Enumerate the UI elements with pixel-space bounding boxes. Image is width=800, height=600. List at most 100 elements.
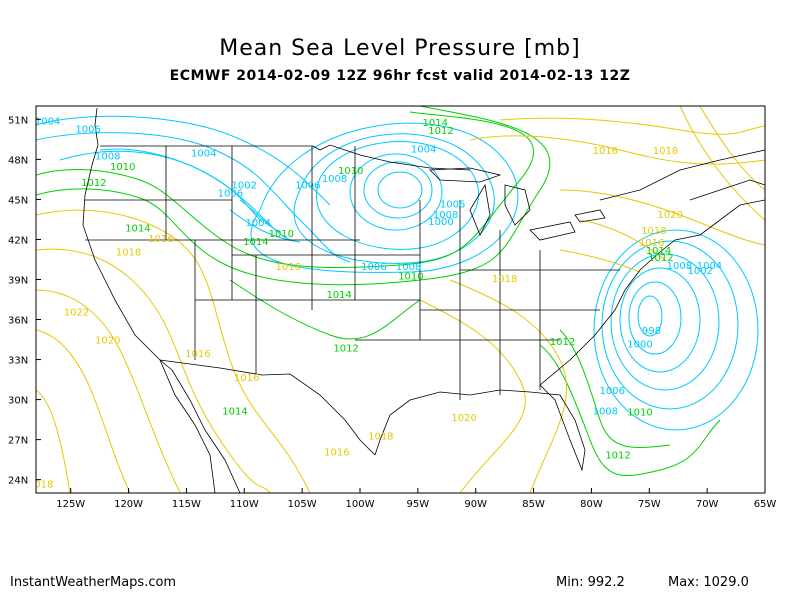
- lon-label: 65W: [754, 499, 777, 510]
- max-value: Max: 1029.0: [668, 575, 749, 590]
- lon-label: 115W: [172, 499, 201, 510]
- contour-label: 1006: [600, 386, 625, 397]
- lat-label: 24N: [8, 476, 28, 487]
- lat-label: 33N: [8, 356, 28, 367]
- contour-label: 1008: [95, 151, 120, 162]
- contour-label: 1016: [639, 238, 664, 249]
- lat-label: 45N: [8, 195, 28, 206]
- contour-label: 1010: [627, 408, 652, 419]
- contour-label: 1014: [646, 246, 671, 257]
- lat-label: 51N: [8, 115, 28, 126]
- baja: [159, 359, 216, 493]
- mexico-coast: [171, 369, 241, 493]
- contour-label: 1016: [148, 234, 173, 245]
- lon-label: 85W: [522, 499, 545, 510]
- contour-label: 1014: [243, 237, 268, 248]
- contour-label: 1002: [232, 181, 257, 192]
- contour-label: 1008: [593, 406, 618, 417]
- gulf-coast: [374, 384, 586, 472]
- contour-label: 1018: [116, 247, 141, 258]
- northwest-low-contours: [36, 115, 351, 263]
- contour-label: 1010: [110, 162, 135, 173]
- credit-text: InstantWeatherMaps.com: [10, 575, 177, 590]
- contour-label: 1010: [269, 229, 294, 240]
- contour-label: 1004: [191, 149, 216, 160]
- mid-contours: [36, 106, 721, 476]
- contour-label: 1012: [550, 337, 575, 348]
- lon-label: 70W: [696, 499, 719, 510]
- contour-label: 1004: [411, 145, 436, 156]
- contour-label: 1018: [641, 226, 666, 237]
- contour-label: 1004: [245, 218, 270, 229]
- contour-label: 1020: [451, 413, 476, 424]
- lat-label: 30N: [8, 396, 28, 407]
- contour-label: 1018: [653, 146, 678, 157]
- contour-label: 1014: [326, 290, 351, 301]
- contour-label: 1016: [276, 262, 301, 273]
- lat-label: 42N: [8, 235, 28, 246]
- lon-label: 120W: [114, 499, 143, 510]
- contour-label: 1016: [324, 448, 349, 459]
- contour-label: 998: [642, 326, 661, 337]
- contour-label: 1020: [95, 336, 120, 347]
- map-title: Mean Sea Level Pressure [mb]: [219, 36, 581, 61]
- contour-label: 1006: [440, 199, 465, 210]
- west-coast: [82, 107, 173, 371]
- contour-label: 1016: [234, 373, 259, 384]
- contour-label: 1008: [396, 262, 421, 273]
- contour-label: 1004: [697, 261, 722, 272]
- us-canada-border: [100, 144, 471, 171]
- contour-label: 1014: [422, 118, 447, 129]
- contour-label: 1012: [428, 126, 453, 137]
- contour-label: 1012: [648, 253, 673, 264]
- contour-label: 1022: [64, 308, 89, 319]
- contour-label: 1006: [218, 189, 243, 200]
- contour-label: 1006: [361, 262, 386, 273]
- east-coast: [539, 199, 765, 386]
- contour-label: 1008: [433, 210, 458, 221]
- contour-label: 1006: [295, 181, 320, 192]
- contour-label: 1012: [605, 450, 630, 461]
- contour-label: 1018: [368, 432, 393, 443]
- atlantic-low-contours: [593, 229, 759, 431]
- contour-label: 1006: [75, 125, 100, 136]
- lon-label: 90W: [464, 499, 487, 510]
- great-lakes-outline: [429, 167, 606, 241]
- contour-label: 1010: [398, 271, 423, 282]
- contour-label: 1016: [593, 146, 618, 157]
- contour-label: 1002: [687, 266, 712, 277]
- lat-label: 39N: [8, 275, 28, 286]
- lon-label: 100W: [346, 499, 375, 510]
- contour-label: 1018: [28, 480, 53, 491]
- contour-label: 1004: [35, 117, 60, 128]
- contour-label: 1016: [185, 349, 210, 360]
- contour-label: 1008: [322, 174, 347, 185]
- canada-east: [599, 149, 765, 201]
- contour-label: 1000: [428, 217, 453, 228]
- map-frame: [35, 105, 766, 494]
- contour-label: 1020: [657, 210, 682, 221]
- contour-label: 1008: [667, 261, 692, 272]
- lon-label: 75W: [638, 499, 661, 510]
- lat-label: 36N: [8, 316, 28, 327]
- contour-label: 1010: [338, 166, 363, 177]
- lon-label: 80W: [580, 499, 603, 510]
- map-background: [36, 106, 765, 493]
- map-subtitle: ECMWF 2014-02-09 12Z 96hr fcst valid 201…: [169, 68, 631, 84]
- lon-label: 110W: [230, 499, 259, 510]
- lat-label: 48N: [8, 155, 28, 166]
- contour-label: 1014: [125, 223, 150, 234]
- contour-label: 1012: [333, 344, 358, 355]
- lon-label: 105W: [288, 499, 317, 510]
- state-borders: [85, 146, 620, 400]
- contour-label: 1012: [81, 178, 106, 189]
- mexico-border: [159, 359, 376, 456]
- lon-label: 95W: [407, 499, 430, 510]
- high-contours: [36, 106, 765, 493]
- contour-label: 1000: [627, 340, 652, 351]
- contour-label: 1018: [492, 274, 517, 285]
- lon-label: 125W: [56, 499, 85, 510]
- lat-label: 27N: [8, 436, 28, 447]
- contour-label: 1014: [222, 406, 247, 417]
